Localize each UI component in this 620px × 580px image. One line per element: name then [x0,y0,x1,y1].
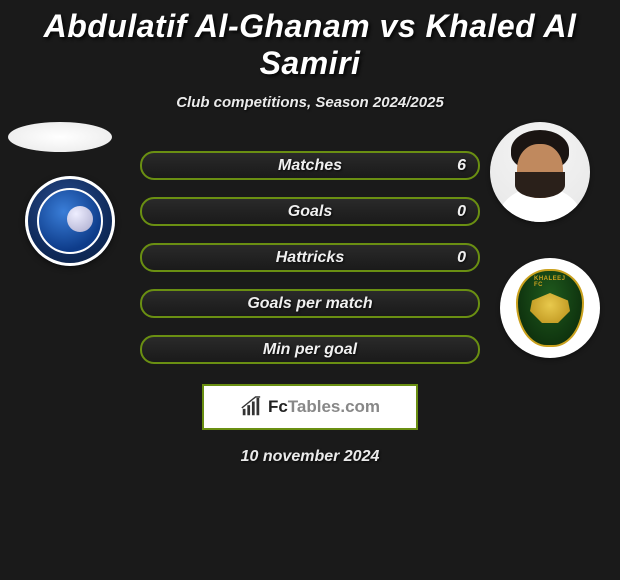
stat-row-hattricks: Hattricks 0 [140,243,480,272]
stat-row-goals: Goals 0 [140,197,480,226]
stat-value-right: 0 [457,249,466,267]
player1-photo-placeholder [8,122,112,152]
player2-beard [515,172,565,198]
stat-row-matches: Matches 6 [140,151,480,180]
stat-row-goals-per-match: Goals per match [140,289,480,318]
player1-club-badge [25,176,115,266]
player2-photo [490,122,590,222]
stat-label: Goals [288,203,332,221]
watermark-prefix: Fc [268,397,288,416]
stat-label: Min per goal [263,341,357,359]
player2-club-badge: KHALEEJ FC [500,258,600,358]
club1-ball-icon [67,206,93,232]
bar-chart-icon [240,396,262,418]
club1-inner-circle [37,188,103,254]
club2-shield: KHALEEJ FC [516,269,584,347]
page-title: Abdulatif Al-Ghanam vs Khaled Al Samiri [0,0,620,82]
watermark-text: FcTables.com [268,397,380,417]
club2-ribbon-text: KHALEEJ FC [534,276,566,288]
date-text: 10 november 2024 [0,448,620,466]
subtitle: Club competitions, Season 2024/2025 [0,94,620,111]
stat-label: Hattricks [276,249,344,267]
stat-row-min-per-goal: Min per goal [140,335,480,364]
stat-value-right: 0 [457,203,466,221]
stat-value-right: 6 [457,157,466,175]
stat-label: Goals per match [247,295,372,313]
stat-label: Matches [278,157,342,175]
watermark-suffix: Tables.com [288,397,380,416]
watermark-box: FcTables.com [202,384,418,430]
club2-eagle-icon [530,293,570,323]
